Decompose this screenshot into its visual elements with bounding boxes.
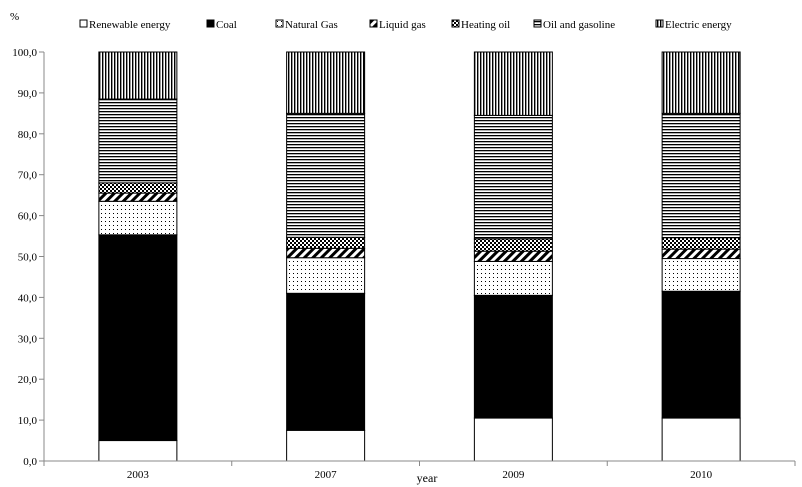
y-tick-label: 10,0: [18, 415, 38, 427]
x-tick-label: 2010: [690, 469, 713, 481]
bar-segment: [473, 260, 553, 296]
bar-segment: [661, 248, 741, 260]
bar-segment: [98, 98, 178, 184]
legend-swatch: [451, 19, 460, 28]
legend-label: Coal: [216, 19, 237, 31]
legend-swatch: [655, 19, 664, 28]
bar-segment: [286, 247, 366, 259]
legend-swatch: [369, 19, 378, 28]
x-axis-label: year: [417, 471, 438, 485]
legend-swatch: [275, 19, 284, 28]
bar-segment: [661, 237, 741, 250]
y-tick-label: 40,0: [18, 292, 38, 304]
y-tick-label: 70,0: [18, 170, 38, 182]
legend-label: Renewable energy: [89, 19, 171, 31]
bars: [98, 51, 741, 462]
legend-label: Natural Gas: [285, 19, 338, 31]
bar-segment: [473, 417, 553, 462]
bar-segment: [98, 200, 178, 236]
bar-segment: [98, 192, 178, 202]
y-tick-label: 80,0: [18, 129, 38, 141]
bar-segment: [473, 51, 553, 116]
y-tick-label: 100,0: [12, 47, 37, 59]
y-axis: 0,0 10,0 20,0 30,0 40,0 50,0 60,0 70,0 80,0 90,0 1…: [12, 47, 45, 468]
bar-segment: [661, 417, 741, 462]
legend-label: Heating oil: [461, 19, 510, 31]
y-tick-label: 0,0: [23, 456, 37, 468]
x-tick-label: 2007: [315, 469, 338, 481]
bar-segment: [98, 234, 178, 442]
bar-segment: [661, 258, 741, 292]
legend-label: Liquid gas: [379, 19, 426, 31]
x-tick-label: 2009: [502, 469, 525, 481]
legend-label: Electric energy: [665, 19, 732, 31]
bar-segment: [286, 257, 366, 294]
y-axis-label: %: [10, 11, 19, 23]
y-tick-label: 60,0: [18, 211, 38, 223]
bar-segment: [473, 238, 553, 252]
bar-segment: [473, 250, 553, 262]
bar-segment: [286, 292, 366, 431]
bar-segment: [661, 51, 741, 114]
legend: Renewable energy Coal Natural Gas Liquid ga…: [79, 19, 732, 31]
legend-swatch: [533, 19, 542, 28]
y-tick-label: 50,0: [18, 252, 38, 264]
bar-segment: [286, 112, 366, 238]
legend-swatch: [206, 19, 215, 28]
y-tick-label: 90,0: [18, 88, 38, 100]
legend-label: Oil and gasoline: [543, 19, 615, 31]
bar-segment: [661, 290, 741, 419]
x-tick-label: 2003: [127, 469, 150, 481]
x-axis: 2003 2007 2009 2010: [43, 460, 796, 481]
bar-segment: [286, 429, 366, 462]
bar-segment: [98, 51, 178, 100]
legend-swatch: [79, 19, 88, 28]
y-tick-label: 30,0: [18, 333, 38, 345]
bar-segment: [473, 114, 553, 240]
y-tick-label: 20,0: [18, 374, 38, 386]
bar-segment: [661, 112, 741, 239]
bar-segment: [98, 182, 178, 194]
bar-segment: [286, 51, 366, 114]
bar-segment: [98, 440, 178, 462]
bar-segment: [473, 294, 553, 419]
bar-segment: [286, 236, 366, 249]
